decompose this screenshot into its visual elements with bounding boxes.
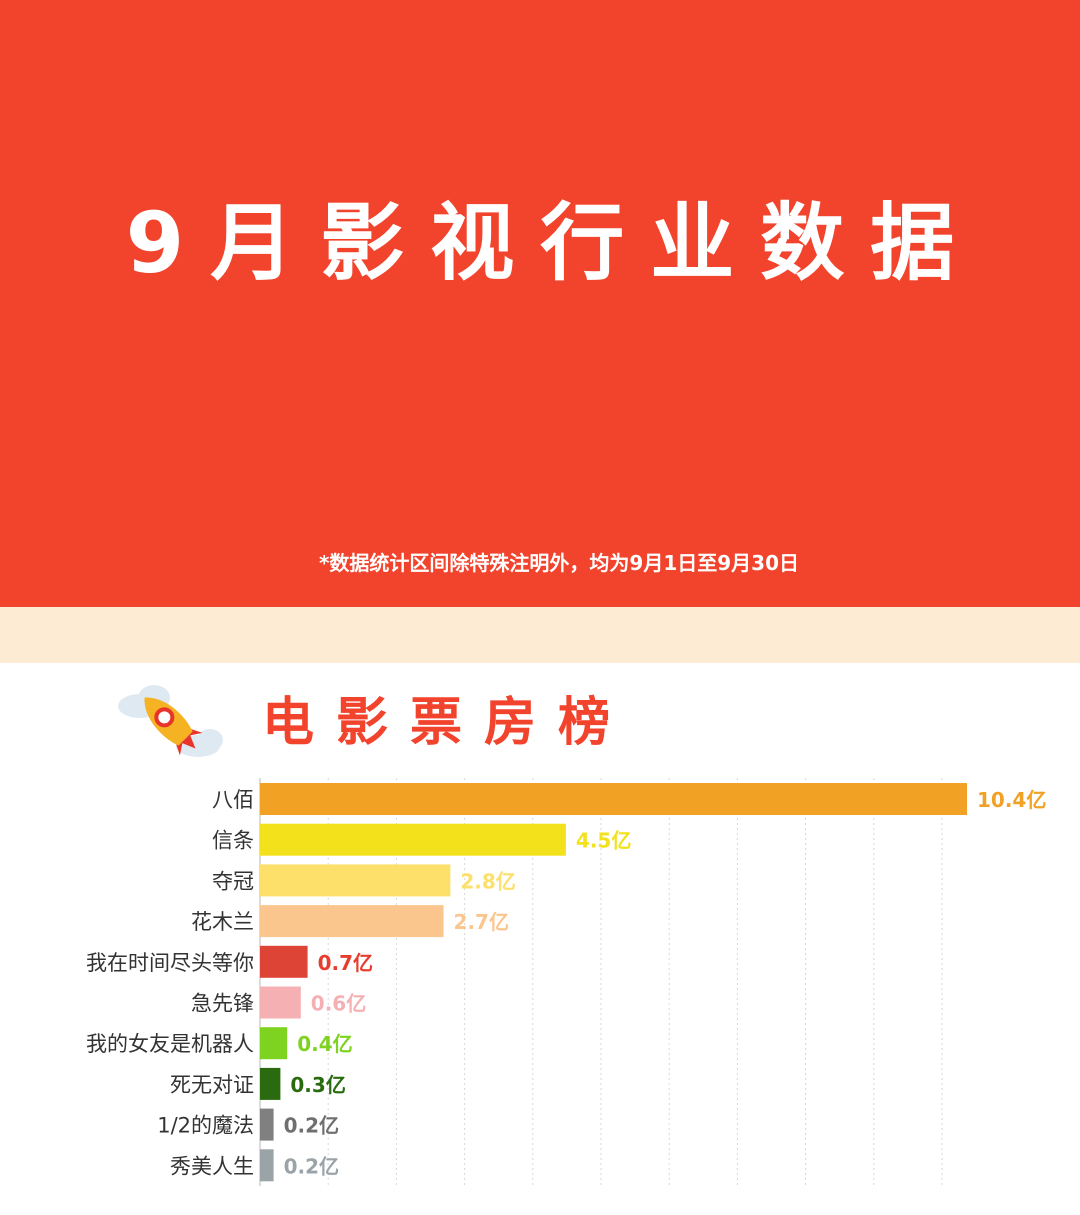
bar bbox=[260, 945, 308, 978]
bar bbox=[260, 1027, 288, 1060]
category-label: 我的女友是机器人 bbox=[86, 1032, 254, 1056]
value-label: 0.2亿 bbox=[284, 1114, 339, 1138]
hero-banner: 9月影视行业数据 *数据统计区间除特殊注明外，均为9月1日至9月30日 bbox=[0, 0, 1080, 607]
value-label: 2.8亿 bbox=[460, 869, 515, 893]
date-range-note: *数据统计区间除特殊注明外，均为9月1日至9月30日 bbox=[318, 551, 800, 575]
value-label: 0.4亿 bbox=[297, 1032, 352, 1056]
bar bbox=[260, 783, 967, 815]
category-label: 八佰 bbox=[212, 788, 254, 812]
bar bbox=[260, 1149, 274, 1182]
value-label: 4.5亿 bbox=[576, 829, 631, 853]
category-label: 花木兰 bbox=[191, 910, 254, 934]
value-label: 0.7亿 bbox=[318, 951, 373, 975]
value-label: 10.4亿 bbox=[977, 788, 1046, 812]
section-title: 电影票房榜 bbox=[262, 693, 633, 753]
category-label: 秀美人生 bbox=[170, 1154, 254, 1178]
bar bbox=[260, 1108, 274, 1141]
category-label: 1/2的魔法 bbox=[157, 1114, 254, 1138]
category-label: 死无对证 bbox=[170, 1073, 254, 1097]
category-label: 夺冠 bbox=[212, 869, 254, 893]
divider-band bbox=[0, 607, 1080, 663]
value-label: 0.3亿 bbox=[290, 1073, 345, 1097]
bar bbox=[260, 986, 301, 1019]
bar bbox=[260, 864, 451, 897]
category-label: 我在时间尽头等你 bbox=[86, 951, 254, 975]
bar bbox=[260, 1067, 281, 1100]
bar bbox=[260, 823, 566, 856]
bar bbox=[260, 905, 444, 938]
page-title: 9月影视行业数据 bbox=[125, 194, 981, 292]
value-label: 0.2亿 bbox=[284, 1154, 339, 1178]
value-label: 2.7亿 bbox=[454, 910, 509, 934]
value-label: 0.6亿 bbox=[311, 992, 366, 1016]
category-label: 信条 bbox=[212, 829, 254, 853]
category-label: 急先锋 bbox=[191, 992, 254, 1016]
rocket-icon bbox=[118, 685, 223, 757]
